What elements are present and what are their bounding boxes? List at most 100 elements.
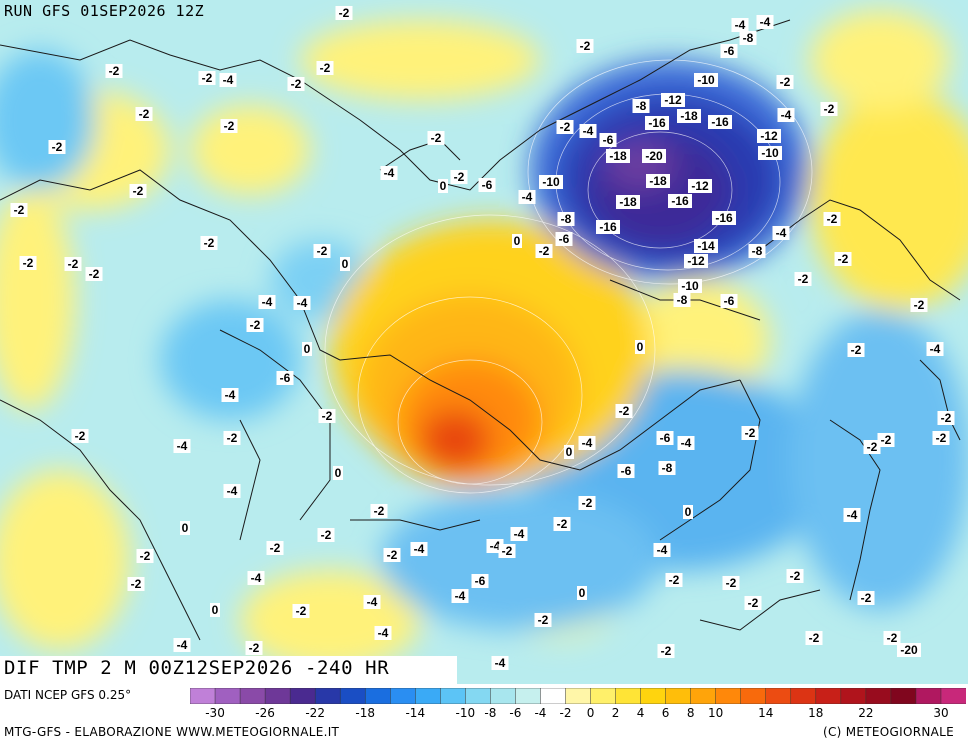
contour-label: -8 [636, 99, 647, 113]
contour-label-bg [897, 643, 921, 657]
contour-label: -2 [431, 131, 442, 145]
contour-label: -2 [790, 569, 801, 583]
contour-label: -4 [414, 542, 425, 556]
contour-label: -4 [177, 638, 188, 652]
contour-label: -6 [724, 44, 735, 58]
contour-label-bg [712, 211, 736, 225]
contour-label-bg [720, 44, 738, 58]
contour-label-bg [135, 107, 153, 121]
contour-label-bg [293, 296, 311, 310]
contour-label-bg [410, 542, 428, 556]
contour-label: -18 [619, 195, 637, 209]
color-scale-swatch [865, 688, 892, 704]
contour-label: -2 [339, 6, 350, 20]
contour-label: -2 [838, 252, 849, 266]
contour-label-bg [245, 641, 263, 655]
contour-label-bg [617, 464, 635, 478]
contour-label: -2 [270, 541, 281, 555]
color-scale-swatch [565, 688, 592, 704]
contour-label: -4 [781, 108, 792, 122]
contour-label-bg [129, 184, 147, 198]
color-scale-swatch [190, 688, 216, 704]
color-scale-swatch [490, 688, 517, 704]
color-scale-swatch [640, 688, 667, 704]
color-scale-ticks: -30 -26 -22 -18 -14 -10 -8 -6 -4 -2 0 2 4 6 8 10 14 18 22 3… [190, 706, 966, 722]
contour-label-bg [219, 73, 237, 87]
color-scale-tick: 30 [933, 706, 949, 720]
contour-label-bg [19, 256, 37, 270]
temperature-anomaly-map: -2 -4 -4 -8 -2 -6 -2 -2 -4 -2 -2 -10 -2 -2 -12 -8 -18 -2 -… [0, 0, 968, 684]
contour-label: -16 [671, 194, 689, 208]
contour-label: 0 [304, 342, 311, 356]
contour-label: -2 [827, 212, 838, 226]
contour-label: -20 [900, 643, 918, 657]
contour-label-bg [127, 577, 145, 591]
color-scale-swatch [239, 688, 266, 704]
contour-label: -4 [522, 190, 533, 204]
contour-label: 0 [212, 603, 219, 617]
contour-label-bg [578, 436, 596, 450]
contour-label-bg [708, 115, 732, 129]
contour-label: -2 [454, 170, 465, 184]
contour-label: -2 [320, 61, 331, 75]
contour-label-bg [596, 220, 620, 234]
contour-label: -4 [776, 226, 787, 240]
contour-label-bg [786, 569, 804, 583]
contour-label-bg [478, 178, 496, 192]
contour-label-bg [731, 18, 749, 32]
contour-label-bg [757, 129, 781, 143]
contour-label-bg [576, 39, 594, 53]
color-scale-tick: 4 [636, 706, 645, 720]
footer-credit: MTG-GFS - ELABORAZIONE WWW.METEOGIORNALE… [4, 725, 340, 739]
contour-label: -4 [847, 508, 858, 522]
contour-label: -2 [75, 429, 86, 443]
contour-label-bg [642, 149, 666, 163]
color-scale-tick: 0 [586, 706, 595, 720]
contour-label-bg [258, 295, 276, 309]
contour-label: -4 [455, 589, 466, 603]
contour-label-bg [694, 73, 718, 87]
contour-label: -2 [867, 440, 878, 454]
contour-label-bg [340, 257, 350, 271]
contour-label-bg [136, 549, 154, 563]
contour-label: -4 [262, 295, 273, 309]
contour-label: -8 [752, 244, 763, 258]
contour-label-bg [677, 109, 701, 123]
contour-label-bg [932, 431, 950, 445]
color-scale-tick: 6 [661, 706, 670, 720]
contour-label: -10 [697, 73, 715, 87]
contour-label: -4 [514, 527, 525, 541]
contour-label: -2 [249, 641, 260, 655]
contour-label-bg [656, 431, 674, 445]
contour-label-bg [287, 77, 305, 91]
contour-label-bg [85, 267, 103, 281]
contour-label-bg [48, 140, 66, 154]
color-scale-swatch [815, 688, 842, 704]
contour-label: 0 [637, 340, 644, 354]
contour-label: -4 [583, 124, 594, 138]
contour-label-bg [105, 64, 123, 78]
contour-label-bg [370, 504, 388, 518]
contour-label: -2 [68, 257, 79, 271]
contour-label: -4 [495, 656, 506, 670]
contour-label-bg [557, 212, 575, 226]
contour-label: -2 [557, 517, 568, 531]
contour-label-bg [198, 71, 216, 85]
contour-label-bg [555, 232, 573, 246]
contour-label-bg [823, 212, 841, 226]
contour-label: -4 [681, 436, 692, 450]
contour-label: -6 [603, 133, 614, 147]
contour-label: -2 [798, 272, 809, 286]
contour-label-bg [318, 409, 336, 423]
contour-label: -12 [691, 179, 709, 193]
contour-label: -6 [559, 232, 570, 246]
contour-label: -2 [139, 107, 150, 121]
contour-label-bg [210, 603, 220, 617]
contour-label: -16 [715, 211, 733, 225]
map-title: DIF TMP 2 M 00Z12SEP2026 -240 HR [4, 657, 390, 679]
contour-label-bg [843, 508, 861, 522]
contour-label-bg [221, 388, 239, 402]
contour-label: -16 [648, 116, 666, 130]
contour-label: -12 [687, 254, 705, 268]
contour-label-bg [741, 426, 759, 440]
